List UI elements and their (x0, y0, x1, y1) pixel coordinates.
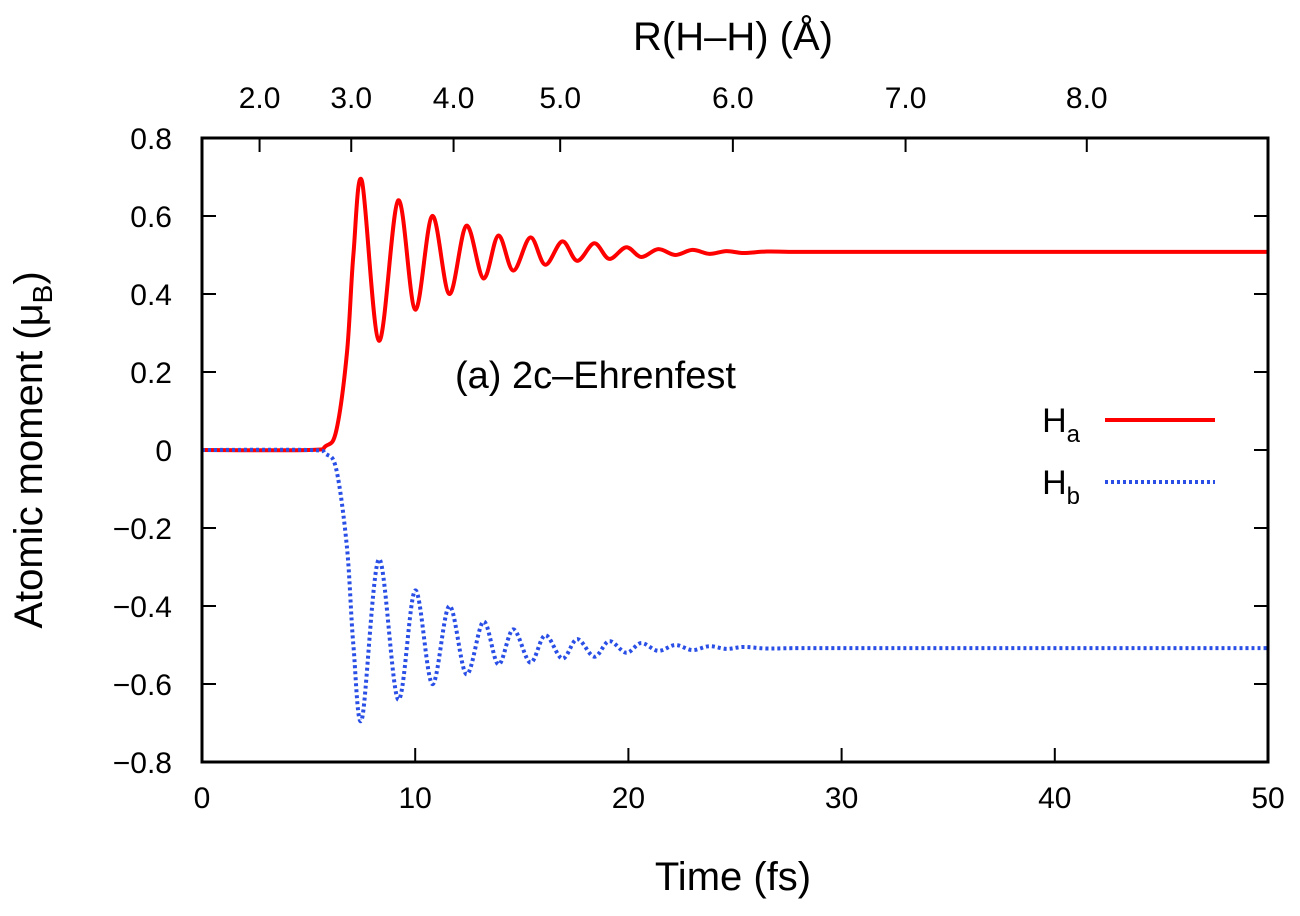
series-line-a (201, 176, 1268, 453)
legend-label-a: Ha (1042, 402, 1081, 448)
x-axis-title: Time (fs) (655, 855, 811, 899)
y-tick-label: −0.6 (113, 669, 172, 702)
top-axis-title: R(H–H) (Å) (633, 14, 833, 59)
chart-annotation: (a) 2c–Ehrenfest (455, 355, 736, 397)
top-tick-label: 6.0 (712, 82, 754, 115)
y-tick-label: −0.8 (113, 747, 172, 780)
top-tick-label: 4.0 (433, 82, 475, 115)
y-tick-label: 0.2 (130, 357, 172, 390)
top-tick-label: 5.0 (539, 82, 581, 115)
top-tick-label: 7.0 (885, 82, 927, 115)
ticks (201, 137, 1269, 763)
y-axis-title: Atomic moment (μB) (7, 271, 58, 628)
legend-label-b: Hb (1042, 464, 1080, 510)
y-tick-label: −0.2 (113, 513, 172, 546)
x-tick-label: 0 (194, 782, 211, 815)
tick-labels: 0 10 20 30 40 50 2.0 3.0 4.0 5.0 6.0 7.0 8.0 −0.8 −0.6… (113, 82, 1285, 815)
y-tick-label: 0.6 (130, 201, 172, 234)
legend-label-sub: b (1067, 483, 1080, 510)
top-tick-label: 2.0 (239, 82, 281, 115)
y-axis-title-main: Atomic moment (μ (7, 303, 51, 628)
y-axis-title-sub: B (27, 285, 58, 304)
legend-label-sub: a (1067, 421, 1081, 448)
legend: Ha Hb (1042, 402, 1215, 510)
y-tick-label: 0.8 (130, 123, 172, 156)
x-tick-label: 30 (825, 782, 858, 815)
x-tick-label: 20 (612, 782, 645, 815)
y-tick-label: 0.4 (130, 279, 172, 312)
x-tick-label: 10 (399, 782, 432, 815)
top-tick-label: 3.0 (330, 82, 372, 115)
top-tick-label: 8.0 (1066, 82, 1108, 115)
plot-frame (200, 136, 1270, 764)
y-tick-label: −0.4 (113, 591, 172, 624)
y-tick-label: 0 (155, 435, 172, 468)
series-layer (201, 176, 1269, 724)
x-tick-label: 40 (1038, 782, 1071, 815)
series-line-b (201, 447, 1269, 724)
y-axis-title-close: ) (7, 271, 51, 284)
x-tick-label: 50 (1251, 782, 1284, 815)
